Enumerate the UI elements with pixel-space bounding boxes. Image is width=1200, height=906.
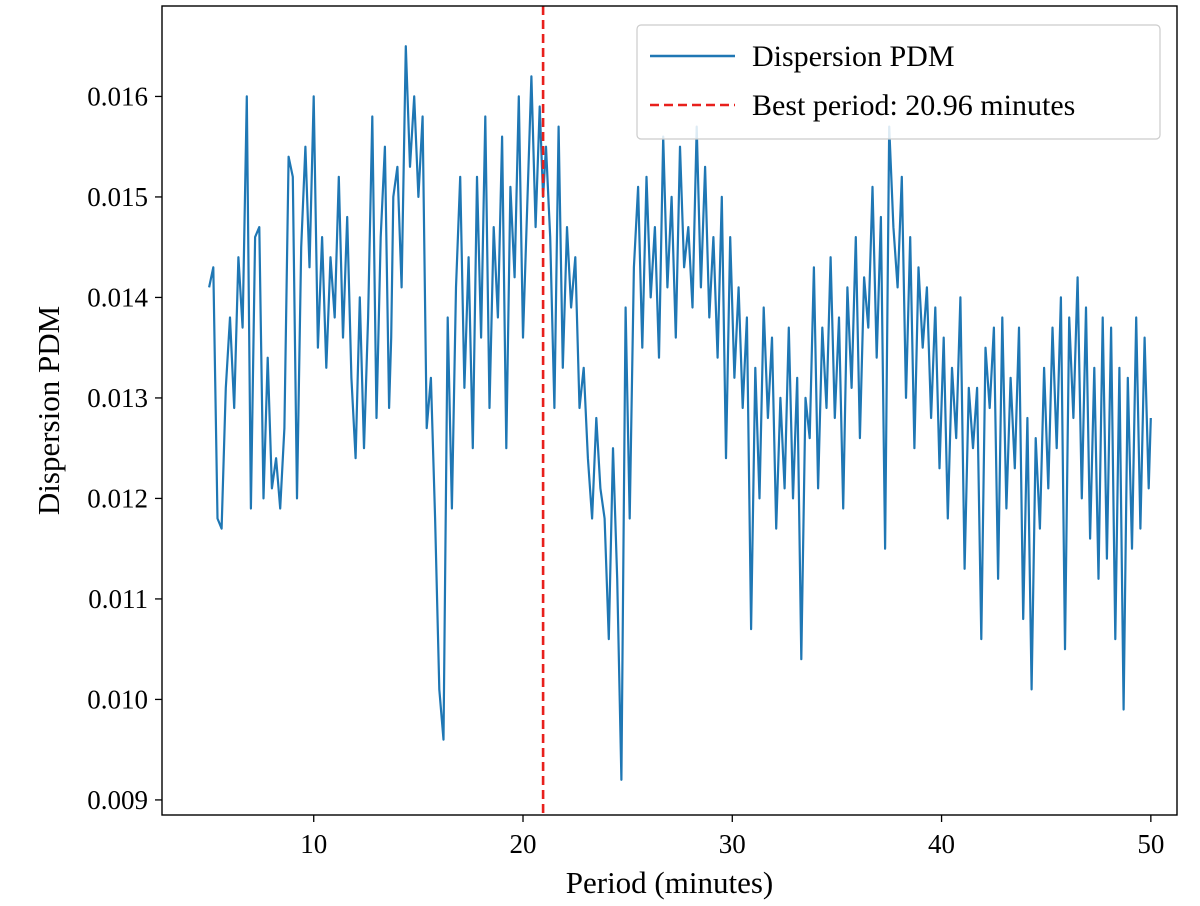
axes-frame	[161, 5, 1178, 816]
series-layer	[208, 6, 1152, 815]
y-axis-ticks: 0.009 0.010 0.011 0.012 0.013 0.014 0.015 0.016	[87, 81, 162, 815]
y-tick-label: 0.011	[88, 584, 148, 614]
y-tick-label: 0.016	[87, 81, 148, 111]
y-tick-label: 0.013	[87, 383, 148, 413]
x-tick-label: 10	[300, 829, 327, 859]
legend: Dispersion PDM Best period: 20.96 minute…	[636, 24, 1161, 140]
x-tick-label: 40	[928, 829, 955, 859]
legend-label-best-period: Best period: 20.96 minutes	[752, 89, 1075, 122]
y-tick-label: 0.014	[87, 282, 148, 312]
y-tick-label: 0.015	[87, 182, 148, 212]
plot-area	[161, 5, 1178, 816]
y-tick-label: 0.009	[87, 785, 148, 815]
y-tick-label: 0.010	[87, 684, 148, 714]
legend-label-dispersion: Dispersion PDM	[752, 40, 955, 73]
y-tick-label: 0.012	[87, 483, 148, 513]
x-tick-label: 30	[719, 829, 746, 859]
dispersion-pdm-line	[208, 45, 1152, 781]
x-tick-label: 20	[510, 829, 537, 859]
x-tick-label: 50	[1137, 829, 1164, 859]
y-axis-label: Dispersion PDM	[31, 306, 66, 515]
x-axis-label: Period (minutes)	[566, 865, 774, 900]
legend-box	[636, 24, 1161, 140]
x-axis-ticks: 10 20 30 40 50	[300, 815, 1164, 859]
